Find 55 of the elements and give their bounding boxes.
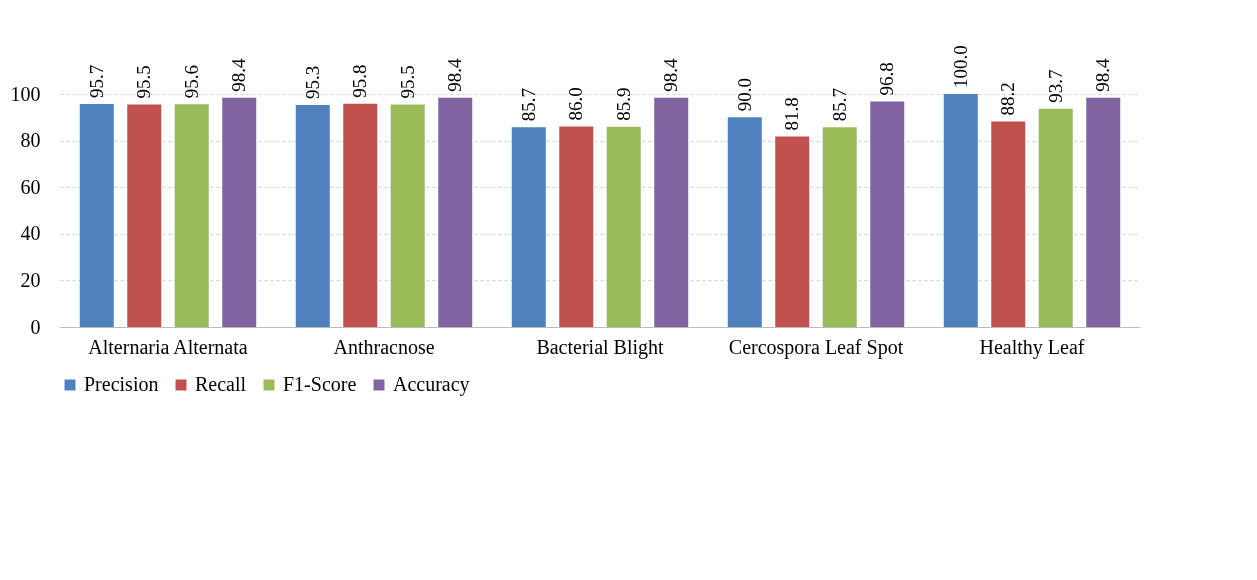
bar: [1038, 108, 1073, 327]
bar: [654, 97, 689, 327]
x-tick-label: Bacterial Blight: [536, 335, 665, 359]
text: 85.9: [612, 87, 634, 121]
text: 95.5: [133, 65, 155, 99]
text: 98.4: [1092, 58, 1114, 92]
text: 93.7: [1044, 69, 1066, 103]
bar: [1086, 97, 1121, 327]
text: 86.0: [565, 87, 587, 121]
text: 88.2: [997, 82, 1019, 116]
text: 96.8: [876, 62, 898, 96]
text: 100.0: [949, 45, 971, 88]
text: 85.7: [828, 88, 850, 122]
text: 95.7: [85, 64, 107, 99]
text: 95.6: [180, 65, 202, 99]
bar: [606, 126, 641, 327]
text: 90.0: [733, 78, 755, 112]
bar: [775, 136, 810, 327]
legend-label: Recall: [195, 373, 247, 395]
y-tick-label: 0: [30, 315, 41, 338]
text: 85.7: [517, 88, 539, 122]
bar: [727, 117, 762, 327]
text: 98.4: [660, 58, 682, 92]
bar: [511, 127, 546, 327]
text: 95.5: [396, 65, 418, 99]
y-tick-label: 100: [10, 82, 41, 105]
bar: [127, 104, 162, 327]
y-tick-label: 60: [20, 175, 41, 198]
bar: [822, 127, 857, 327]
legend-label: Accuracy: [393, 373, 470, 396]
y-tick-label: 80: [20, 129, 41, 152]
bar: [438, 97, 473, 327]
x-tick-label: Anthracnose: [333, 335, 435, 358]
bar: [870, 101, 905, 327]
bar: [991, 121, 1026, 327]
bar: [79, 104, 114, 327]
x-tick-label: Alternaria Alternata: [88, 335, 248, 358]
bar: [295, 104, 330, 327]
x-tick-label: Healthy Leaf: [979, 335, 1085, 359]
text: 95.3: [301, 65, 323, 99]
y-tick-label: 20: [20, 268, 41, 291]
x-tick-label: Cercospora Leaf Spot: [728, 335, 904, 359]
legend-label: F1-Score: [283, 373, 357, 395]
legend-label: Precision: [84, 373, 159, 395]
bar: [559, 126, 594, 327]
text: 95.8: [349, 64, 371, 98]
text: 98.4: [444, 58, 466, 92]
y-tick-label: 40: [20, 222, 41, 245]
bar: [343, 103, 378, 327]
bar: [174, 104, 209, 327]
bar: [390, 104, 425, 327]
text: 81.8: [781, 97, 803, 131]
bar: [222, 97, 257, 327]
text: 98.4: [228, 58, 250, 92]
bar: [943, 94, 978, 327]
